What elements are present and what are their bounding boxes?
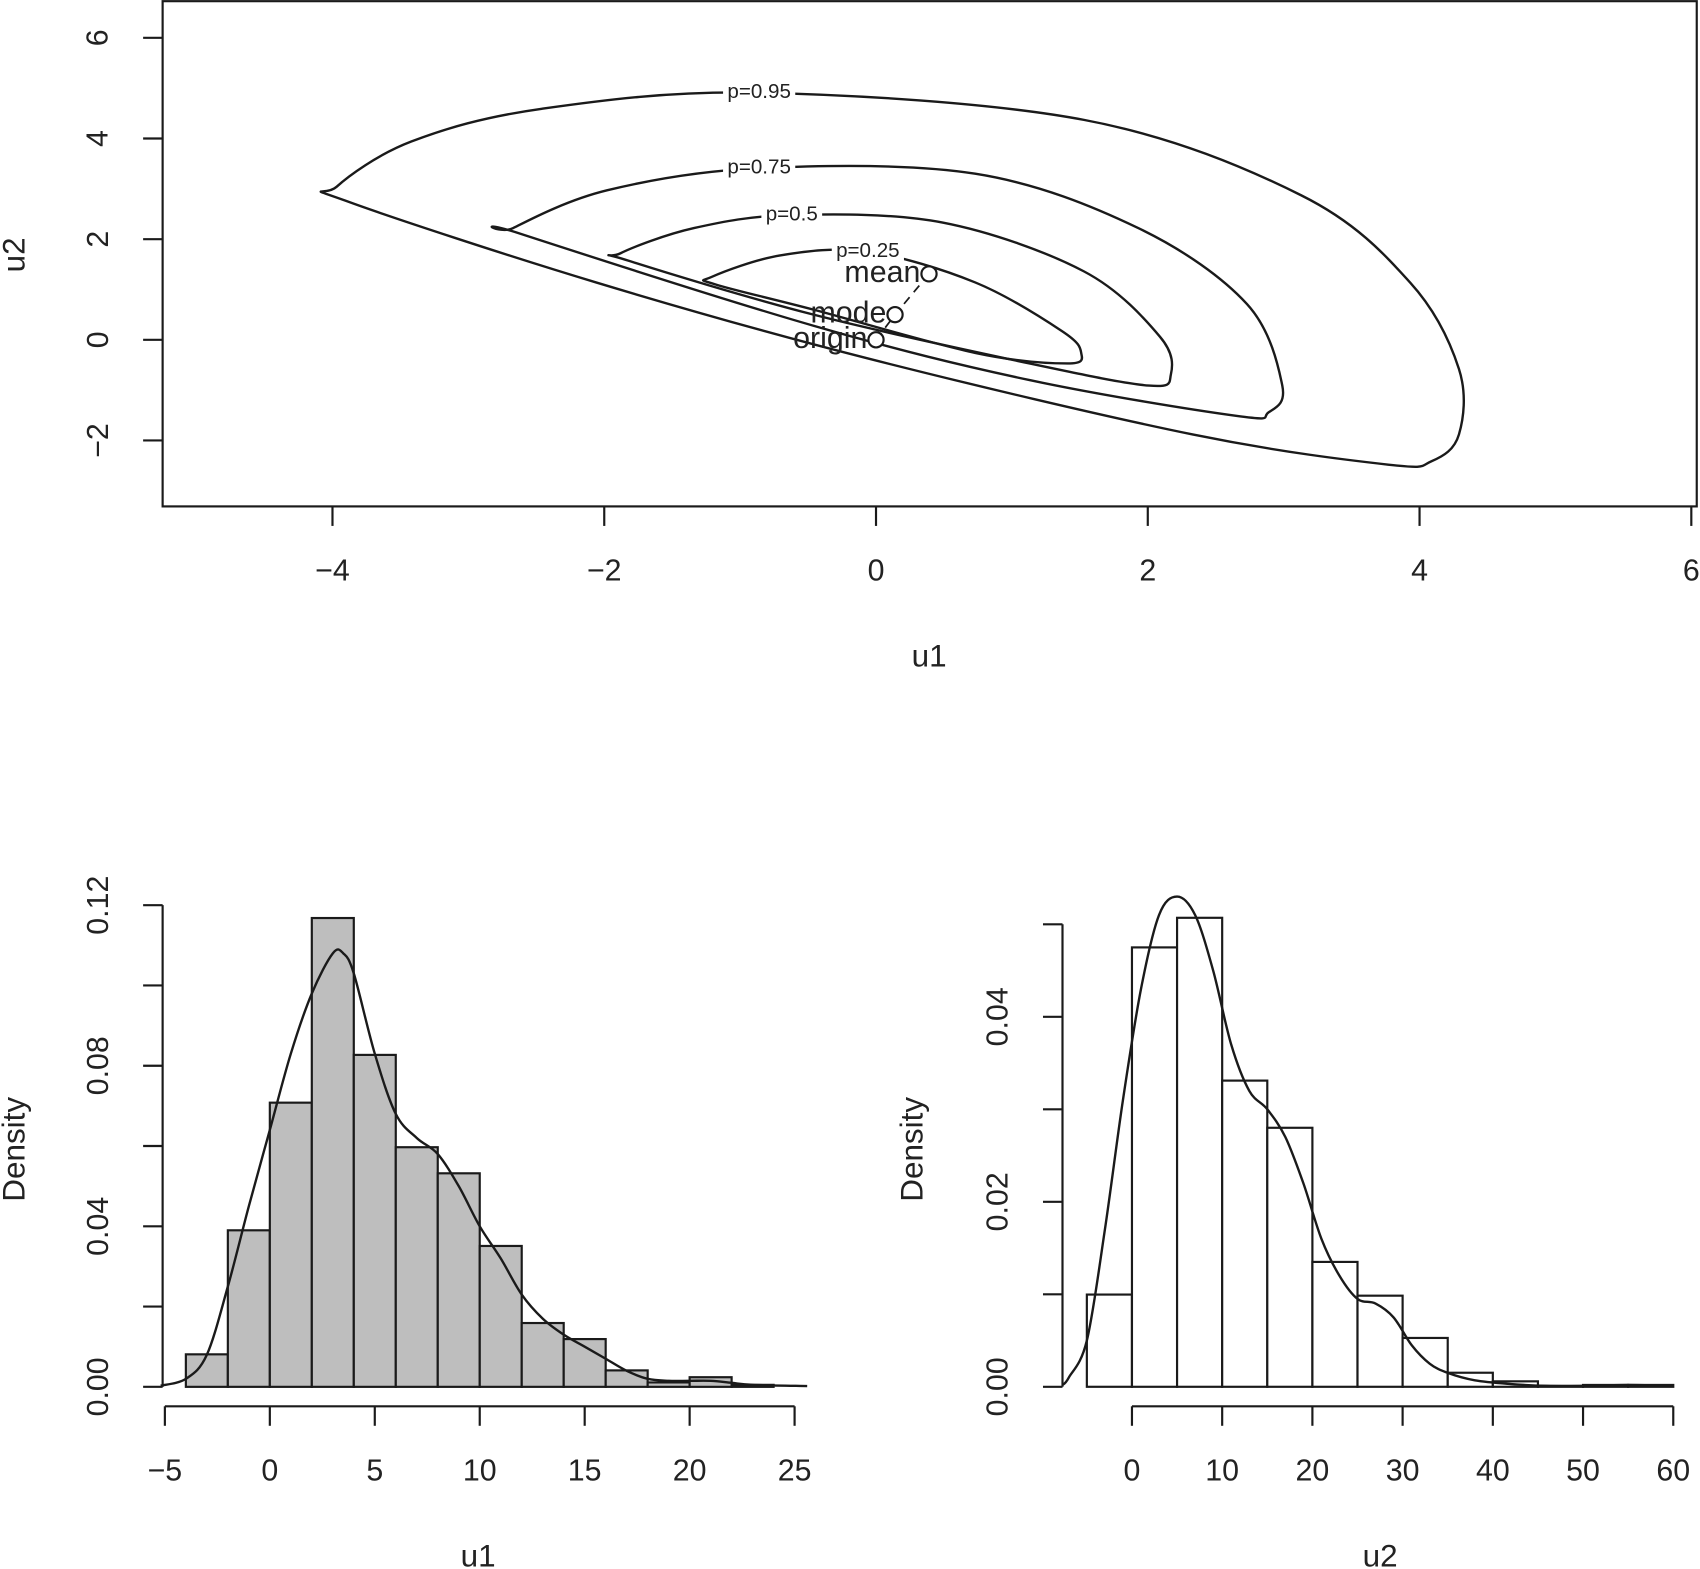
contour-label-bg (723, 80, 796, 104)
bar (226, 1229, 271, 1388)
point-label: mode (810, 297, 886, 330)
x-axis-title: u1 (461, 1538, 496, 1569)
point (867, 331, 885, 349)
y-tick-label: 0.04 (82, 1197, 115, 1256)
y-axis-title: u2 (0, 237, 32, 272)
y-tick-label: 2 (82, 231, 115, 248)
y-tick-label: 0.08 (82, 1036, 115, 1095)
x-tick-label: 25 (778, 1454, 812, 1487)
panel: −4 −2 0 2 4 6 −2 0 2 4 6 u1 u2 p=0.95 p=0.75 p=0.5 p=0.2… (0, 0, 1700, 674)
y-tick-label: 0.00 (82, 1357, 115, 1416)
x-tick-label: 30 (1386, 1454, 1420, 1487)
y-tick-label: 0.02 (982, 1172, 1015, 1231)
x-tick-label: 6 (1683, 555, 1700, 588)
contour-label-bg (831, 239, 904, 263)
bar (478, 1244, 523, 1388)
density-line (1061, 895, 1674, 1388)
x-tick-label: 15 (568, 1454, 602, 1487)
contour-line (490, 164, 1285, 420)
bar (1221, 1079, 1269, 1388)
plot-frame (161, 0, 1698, 508)
bar (436, 1172, 481, 1388)
x-tick-label: 0 (868, 555, 885, 588)
x-tick-label: 20 (1296, 1454, 1330, 1487)
x-tick-label: 20 (673, 1454, 707, 1487)
x-tick-label: 10 (1205, 1454, 1239, 1487)
panel: 0 10 20 30 40 50 60 0.00 0.02 0.04 u2 Density (894, 895, 1690, 1569)
contour-label-bg (761, 202, 823, 226)
x-tick-label: 2 (1139, 555, 1156, 588)
bar (1356, 1294, 1404, 1388)
bar (1130, 946, 1179, 1388)
point (886, 305, 904, 324)
bar (604, 1369, 649, 1388)
bar (1311, 1260, 1359, 1388)
x-axis-title: u2 (1363, 1538, 1398, 1569)
bar (1175, 916, 1224, 1388)
y-axis-title: Density (0, 1097, 32, 1202)
y-tick-label: 4 (82, 130, 115, 147)
bar (310, 916, 355, 1388)
point-label: mean (844, 256, 920, 289)
bar (394, 1146, 439, 1388)
bar (184, 1353, 229, 1388)
x-axis-title: u1 (912, 639, 947, 674)
y-tick-label: 0.00 (982, 1357, 1015, 1416)
x-tick-label: 4 (1411, 555, 1428, 588)
panel: −5 0 5 10 15 20 25 0.00 0.04 0.08 0.12 u1 Density (0, 876, 811, 1569)
bar (520, 1321, 565, 1388)
y-tick-label: 0 (82, 331, 115, 348)
x-tick-label: −2 (587, 555, 622, 588)
bar (646, 1381, 691, 1388)
contour-label: p=0.95 (727, 80, 791, 103)
contour-label: p=0.25 (836, 239, 900, 262)
y-tick-label: 0.12 (82, 876, 115, 935)
y-tick-label: 6 (82, 29, 115, 46)
bar (268, 1101, 313, 1388)
density-line (160, 948, 808, 1388)
point (920, 265, 938, 283)
contour-line (319, 91, 1465, 468)
contour-label-bg (723, 155, 796, 179)
x-tick-label: 50 (1566, 1454, 1600, 1487)
contour-label: p=0.5 (766, 202, 818, 225)
x-tick-label: 60 (1656, 1454, 1690, 1487)
point-label: origin (793, 322, 867, 355)
contour-label: p=0.75 (727, 156, 791, 179)
x-tick-label: −5 (148, 1454, 183, 1487)
bar (352, 1053, 397, 1388)
y-tick-label: 0.04 (982, 987, 1015, 1046)
bar (1401, 1336, 1449, 1388)
y-axis-title: Density (894, 1097, 929, 1202)
x-tick-label: −4 (315, 555, 350, 588)
y-tick-label: −2 (82, 423, 115, 458)
x-tick-label: 0 (261, 1454, 278, 1487)
x-tick-label: 40 (1476, 1454, 1510, 1487)
bar (1266, 1126, 1314, 1388)
x-tick-label: 5 (366, 1454, 383, 1487)
x-tick-label: 0 (1124, 1454, 1141, 1487)
x-tick-label: 10 (463, 1454, 497, 1487)
